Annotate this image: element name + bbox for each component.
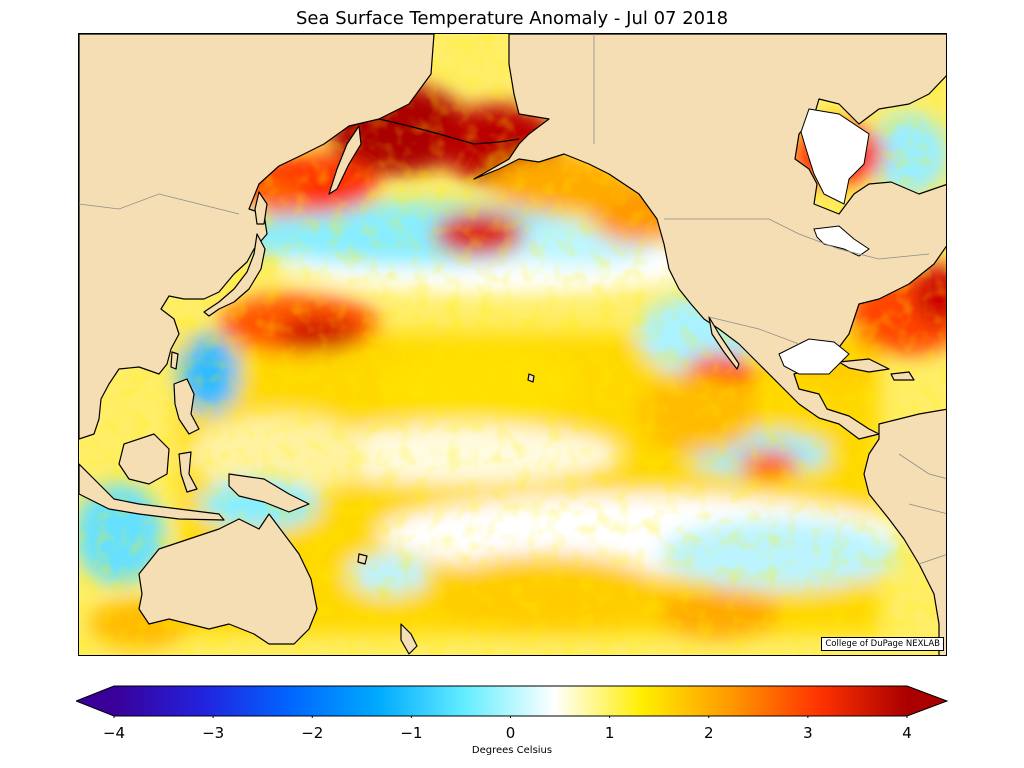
gulf-of-mexico <box>778 338 850 375</box>
colorbar-tick-label: −3 <box>202 724 225 742</box>
colorbar-tick-label: 0 <box>505 724 516 742</box>
map-title: Sea Surface Temperature Anomaly - Jul 07… <box>295 8 729 29</box>
aleutian-arc <box>378 118 520 145</box>
north-america-land <box>473 34 946 440</box>
sulawesi-land <box>178 451 198 493</box>
us-canada-border <box>664 218 930 260</box>
colorbar-tick-label: 2 <box>703 724 714 742</box>
new-guinea-land <box>228 473 310 513</box>
colorbar-label: Degrees Celsius <box>471 745 553 756</box>
colorbar-tick-label: 4 <box>902 724 912 742</box>
colorbar-tick-label: −4 <box>102 724 126 742</box>
baja-land <box>708 316 740 370</box>
hawaii-land <box>527 373 535 383</box>
australia-land <box>138 513 318 645</box>
inland-water <box>778 108 870 375</box>
colorbar-extend-high <box>907 686 947 716</box>
great-lakes <box>813 225 870 257</box>
colorbar-tick-label: −1 <box>400 724 423 742</box>
colorbar-tick-label: 3 <box>803 724 813 742</box>
coastlines <box>378 118 520 145</box>
anomaly-map: College of DuPage NEXLAB <box>78 33 947 656</box>
colorbar <box>76 685 949 718</box>
philippines-land <box>173 378 200 435</box>
anomaly-map-canvas <box>79 34 946 655</box>
credit-label: College of DuPage NEXLAB <box>821 637 944 651</box>
new-zealand-land <box>400 623 418 655</box>
pacific-islands-land <box>357 553 368 565</box>
indonesia-land <box>79 463 225 521</box>
colorbar-ticks <box>113 716 908 718</box>
colorbar-gradient <box>114 686 907 716</box>
taiwan-land <box>170 351 179 370</box>
hispaniola-land <box>890 371 915 381</box>
kamchatka-land <box>328 125 362 195</box>
colorbar-tick-label: −2 <box>301 724 324 742</box>
land-masses <box>79 34 946 655</box>
borneo-land <box>118 433 170 485</box>
hudson-bay <box>800 108 870 205</box>
colorbar-tick-label: 1 <box>604 724 615 742</box>
political-borders <box>79 34 946 565</box>
china-border <box>79 193 240 215</box>
cuba-land <box>838 358 890 373</box>
us-mexico-border <box>708 316 800 345</box>
colorbar-extend-low <box>76 686 114 716</box>
south-america-borders <box>898 453 946 565</box>
hokkaido-land <box>254 191 268 225</box>
japan-land <box>203 233 266 317</box>
south-america-land <box>863 408 946 655</box>
